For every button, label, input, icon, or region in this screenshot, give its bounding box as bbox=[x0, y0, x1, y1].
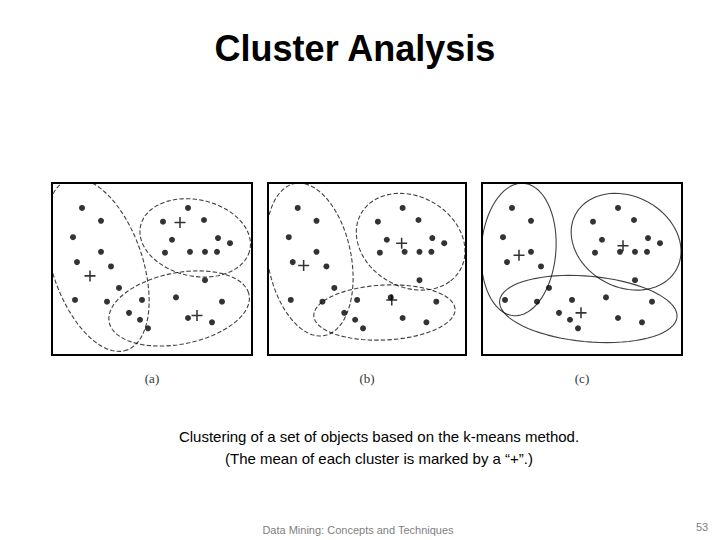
svg-text:Data Mining: Concepts and Tech: Data Mining: Concepts and Techniques bbox=[262, 524, 454, 536]
svg-text:(The mean of each cluster is m: (The mean of each cluster is marked by a… bbox=[225, 450, 533, 467]
svg-text:Cluster Analysis: Cluster Analysis bbox=[215, 28, 496, 69]
svg-text:53: 53 bbox=[696, 521, 708, 533]
svg-text:(c): (c) bbox=[575, 371, 589, 386]
svg-text:(a): (a) bbox=[145, 371, 159, 386]
svg-text:(b): (b) bbox=[359, 371, 374, 386]
svg-text:Clustering of a set of objects: Clustering of a set of objects based on … bbox=[179, 428, 579, 445]
